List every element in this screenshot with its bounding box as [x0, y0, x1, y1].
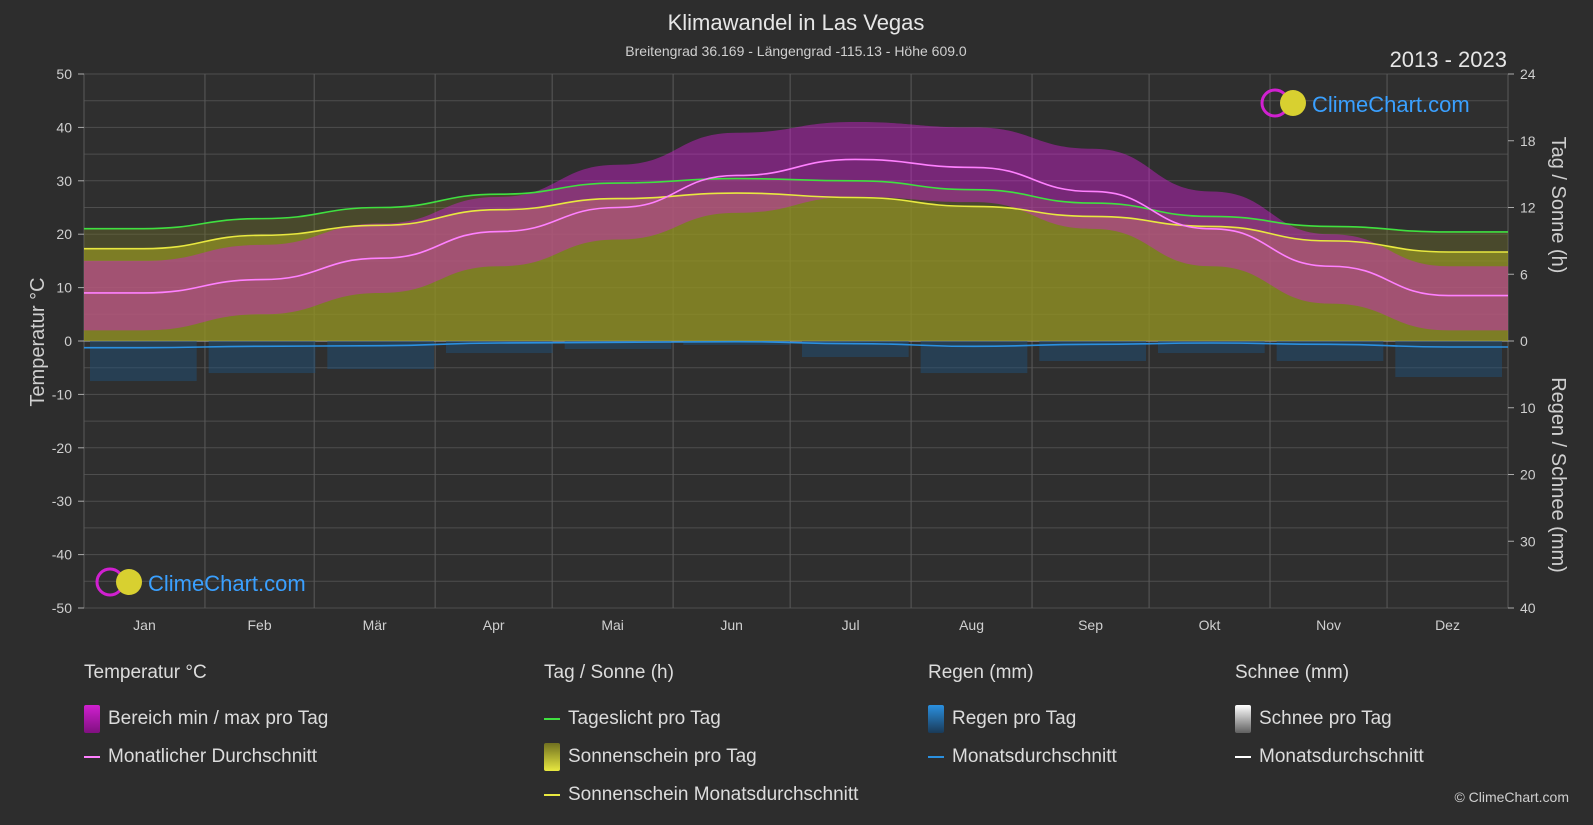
x-tick-label: Nov	[1316, 617, 1341, 633]
legend-group-rain: Regen (mm) Regen pro Tag Monatsdurchschn…	[928, 662, 1117, 776]
legend-item: Bereich min / max pro Tag	[84, 700, 328, 738]
chart-title: Klimawandel in Las Vegas	[668, 10, 925, 35]
x-tick-label: Jun	[720, 617, 743, 633]
left-tick-label: -30	[52, 493, 72, 509]
x-tick-label: Jul	[842, 617, 860, 633]
rain-bar	[1039, 341, 1146, 362]
legend: Temperatur °C Bereich min / max pro Tag …	[84, 662, 1544, 812]
x-tick-label: Jan	[133, 617, 156, 633]
right-tick-label: 40	[1520, 600, 1536, 616]
x-tick-label: Aug	[959, 617, 984, 633]
x-axis-ticks: Jan Feb Mär Apr Mai Jun Jul Aug Sep Okt Nov Dez	[133, 617, 1460, 633]
right-tick-label: 12	[1520, 200, 1536, 216]
legend-item-label: Monatlicher Durchschnitt	[108, 746, 318, 767]
line-swatch-icon	[84, 756, 100, 758]
right-axis-label-bottom: Regen / Schnee (mm)	[1547, 377, 1569, 573]
line-swatch-icon	[544, 718, 560, 720]
legend-item-label: Schnee pro Tag	[1259, 708, 1392, 729]
right-tick-label: 18	[1520, 133, 1536, 149]
left-tick-label: -50	[52, 600, 72, 616]
line-swatch-icon	[544, 794, 560, 796]
period-label: 2013 - 2023	[1390, 47, 1507, 72]
daylight-line	[84, 177, 1508, 233]
legend-group-title: Schnee (mm)	[1235, 662, 1350, 683]
left-tick-label: -40	[52, 547, 72, 563]
sunshine-avg-line	[83, 192, 1508, 253]
legend-item-label: Sonnenschein pro Tag	[568, 746, 757, 767]
logo-sun-icon	[1280, 90, 1306, 116]
legend-item: Monatsdurchschnitt	[928, 738, 1117, 776]
temperature-avg-line	[83, 158, 1508, 297]
right-tick-label: 10	[1520, 400, 1536, 416]
right-tick-label: 20	[1520, 467, 1536, 483]
temperature-range-band	[84, 122, 1508, 331]
left-tick-label: 10	[56, 280, 72, 296]
legend-group-snow: Schnee (mm) Schnee pro Tag Monatsdurchsc…	[1235, 662, 1424, 776]
legend-item-label: Bereich min / max pro Tag	[108, 708, 329, 729]
legend-group-title: Tag / Sonne (h)	[544, 662, 674, 683]
series-lines	[83, 158, 1508, 349]
left-tick-label: 20	[56, 226, 72, 242]
right-tick-label: 24	[1520, 66, 1536, 82]
legend-item-label: Monatsdurchschnitt	[1259, 746, 1424, 767]
rain-bar	[564, 341, 672, 350]
chart-subtitle: Breitengrad 36.169 - Längengrad -115.13 …	[625, 43, 967, 59]
rain-swatch-icon	[928, 705, 944, 733]
legend-group-temperature: Temperatur °C Bereich min / max pro Tag …	[84, 662, 328, 776]
logo-sun-icon	[116, 569, 142, 595]
left-axis-label: Temperatur °C	[27, 277, 49, 406]
right-axis-ticks: 24 18 12 6 0 10 20 30 40	[1508, 66, 1536, 616]
legend-item-label: Sonnenschein Monatsdurchschnitt	[568, 784, 859, 805]
x-tick-label: Apr	[483, 617, 505, 633]
legend-item-label: Monatsdurchschnitt	[952, 746, 1117, 767]
logo-top: ClimeChart.com	[1260, 88, 1470, 118]
line-swatch-icon	[1235, 756, 1251, 758]
logo-text-bottom: ClimeChart.com	[148, 571, 306, 596]
climate-chart: Klimawandel in Las Vegas Breitengrad 36.…	[27, 10, 1569, 633]
legend-item: Tageslicht pro Tag	[544, 700, 858, 738]
left-axis-ticks: 50 40 30 20 10 0 -10 -20 -30 -40 -50	[52, 66, 84, 616]
legend-item-label: Tageslicht pro Tag	[568, 708, 721, 729]
legend-item: Schnee pro Tag	[1235, 700, 1424, 738]
left-tick-label: 30	[56, 173, 72, 189]
legend-group-sun: Tag / Sonne (h) Tageslicht pro Tag Sonne…	[544, 662, 858, 814]
legend-item: Regen pro Tag	[928, 700, 1117, 738]
left-tick-label: 40	[56, 119, 72, 135]
logo-bottom: ClimeChart.com	[95, 567, 306, 597]
legend-item: Sonnenschein pro Tag	[544, 738, 858, 776]
left-tick-label: 50	[56, 66, 72, 82]
copyright: © ClimeChart.com	[1454, 789, 1569, 805]
right-tick-label: 30	[1520, 533, 1536, 549]
x-tick-label: Feb	[247, 617, 271, 633]
rain-bar	[1158, 341, 1265, 354]
right-tick-label: 6	[1520, 266, 1528, 282]
range-swatch-icon	[84, 705, 100, 733]
left-tick-label: -20	[52, 440, 72, 456]
x-tick-label: Okt	[1199, 617, 1221, 633]
legend-item: Sonnenschein Monatsdurchschnitt	[544, 776, 858, 814]
legend-item: Monatsdurchschnitt	[1235, 738, 1424, 776]
x-tick-label: Mär	[363, 617, 387, 633]
right-tick-label: 0	[1520, 333, 1528, 349]
legend-group-title: Temperatur °C	[84, 662, 207, 683]
rain-bar	[802, 341, 909, 358]
bands	[84, 122, 1508, 382]
line-swatch-icon	[928, 756, 944, 758]
logo-text-top: ClimeChart.com	[1312, 92, 1470, 117]
snow-swatch-icon	[1235, 705, 1251, 733]
legend-item: Monatlicher Durchschnitt	[84, 738, 328, 776]
rain-bar	[683, 341, 790, 346]
legend-group-title: Regen (mm)	[928, 662, 1034, 683]
left-tick-label: 0	[64, 333, 72, 349]
rain-avg-line	[84, 340, 1508, 349]
x-tick-label: Sep	[1078, 617, 1103, 633]
rain-bar	[1276, 341, 1384, 362]
left-tick-label: -10	[52, 386, 72, 402]
right-axis-label-top: Tag / Sonne (h)	[1547, 137, 1569, 274]
legend-item-label: Regen pro Tag	[952, 708, 1077, 729]
sunshine-swatch-icon	[544, 743, 560, 771]
x-tick-label: Dez	[1435, 617, 1460, 633]
sunshine-area	[84, 193, 1508, 341]
x-tick-label: Mai	[601, 617, 624, 633]
